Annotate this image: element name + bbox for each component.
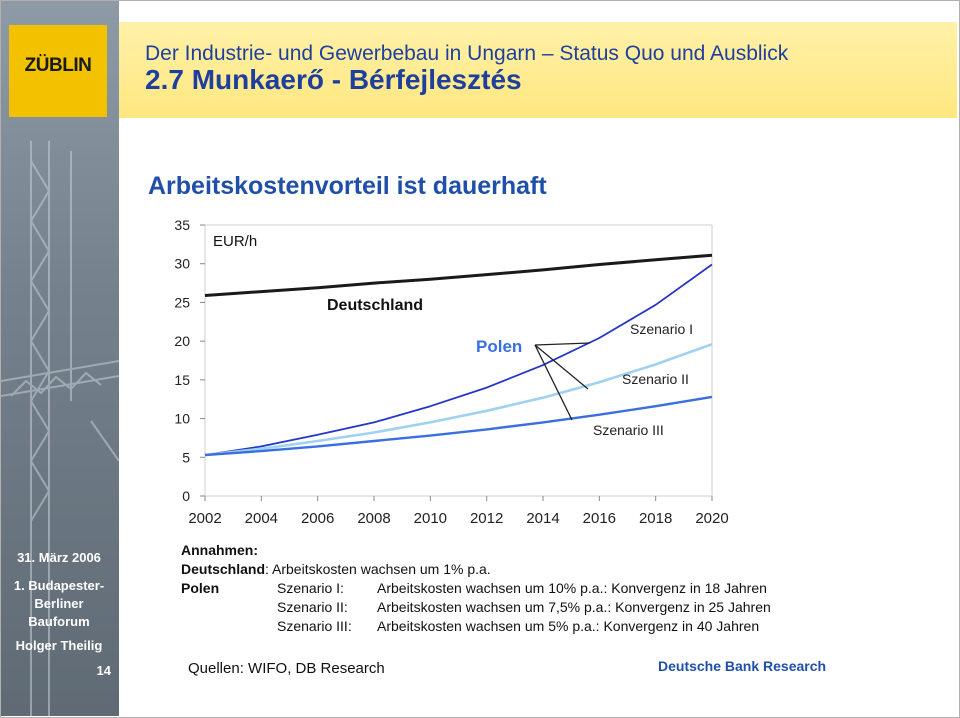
notes-heading: Annahmen: xyxy=(181,542,258,558)
notes-de-text: : Arbeitskosten wachsen um 1% p.a. xyxy=(265,561,491,577)
x-tick-label: 2016 xyxy=(583,510,616,527)
y-tick-label: 35 xyxy=(174,217,190,233)
leader-line-szenario-i xyxy=(534,342,591,346)
leader-line-szenario-ii xyxy=(534,344,589,390)
notes-polen-row-1: Polen Szenario I: Arbeitskosten wachsen um… xyxy=(181,579,771,598)
slide-title: 2.7 Munkaerő - Bérfejlesztés xyxy=(145,64,522,95)
event-line-2: Berliner xyxy=(34,596,84,611)
y-tick-label: 30 xyxy=(174,256,190,272)
notes-scenario-label: Szenario I: xyxy=(277,580,344,596)
x-tick-label: 2010 xyxy=(414,510,447,527)
y-tick-label: 20 xyxy=(174,333,190,349)
notes-pl-label: Polen xyxy=(181,580,220,596)
crane-background-image xyxy=(1,141,119,716)
line-chart: 0 5 10 15 20 25 30 35 2002 2004 2006 2008 2010 2012 20… xyxy=(174,217,728,527)
annotation-szenario-i: Szenario I xyxy=(630,321,693,337)
x-tick-label: 2006 xyxy=(301,510,334,527)
chart-title: Arbeitskostenvorteil ist dauerhaft xyxy=(148,172,547,200)
source-note: Quellen: WIFO, DB Research xyxy=(188,660,385,677)
series-szenario-iii-line xyxy=(204,395,713,457)
annotation-szenario-ii: Szenario II xyxy=(622,371,689,387)
notes-scenario-text: Arbeitskosten wachsen um 7,5% p.a.: Konv… xyxy=(377,599,771,615)
y-tick-label: 10 xyxy=(174,411,190,427)
y-tick-label: 0 xyxy=(182,488,190,504)
deutsche-bank-research-logo: Deutsche Bank Research xyxy=(658,658,827,674)
annotation-deutschland: Deutschland xyxy=(327,297,423,314)
series-szenario-i-line xyxy=(204,263,713,456)
notes-deutschland-row: Deutschland: Arbeitskosten wachsen um 1%… xyxy=(181,560,771,579)
notes-de-label: Deutschland xyxy=(181,561,266,577)
y-axis-unit-label: EUR/h xyxy=(213,233,257,250)
annotation-polen: Polen xyxy=(476,337,522,356)
header-band xyxy=(119,22,957,118)
page-number: 14 xyxy=(96,663,111,678)
presenter-name: Holger Theilig xyxy=(15,638,103,653)
notes-scenario-label: Szenario II: xyxy=(277,599,348,615)
x-tick-label: 2004 xyxy=(245,510,278,527)
notes-polen-row-3: Szenario III: Arbeitskosten wachsen um 5%… xyxy=(181,617,771,636)
y-tick-label: 5 xyxy=(182,449,190,465)
event-line-1: 1. Budapester- xyxy=(13,578,105,593)
y-tick-label: 15 xyxy=(174,372,190,388)
annotation-szenario-iii: Szenario III xyxy=(593,422,664,438)
series-szenario-ii-line xyxy=(204,342,713,457)
notes-scenario-text: Arbeitskosten wachsen um 5% p.a.: Konver… xyxy=(377,618,760,634)
notes-polen-row-2: Szenario II: Arbeitskosten wachsen um 7,5… xyxy=(181,598,771,617)
sidebar: ZÜBLIN 31. März 2006 1. Budapester- Berl… xyxy=(1,1,119,716)
assumptions-notes: Annahmen: Deutschland: Arbeitskosten wac… xyxy=(181,541,771,636)
date-label: 31. März 2006 xyxy=(17,550,101,565)
series-deutschland-line xyxy=(204,253,713,297)
leader-line-szenario-iii xyxy=(534,344,573,421)
x-tick-label: 2020 xyxy=(695,510,728,527)
x-tick-label: 2012 xyxy=(470,510,503,527)
notes-scenario-label: Szenario III: xyxy=(277,618,352,634)
x-tick-label: 2014 xyxy=(526,510,559,527)
x-tick-label: 2008 xyxy=(357,510,390,527)
x-tick-label: 2018 xyxy=(639,510,672,527)
presentation-title: Der Industrie- und Gewerbebau in Ungarn … xyxy=(145,42,789,65)
y-tick-label: 25 xyxy=(174,294,190,310)
logo: ZÜBLIN xyxy=(24,55,92,76)
logo-badge: ZÜBLIN xyxy=(9,25,107,117)
x-tick-label: 2002 xyxy=(188,510,221,527)
notes-scenario-text: Arbeitskosten wachsen um 10% p.a.: Konve… xyxy=(377,580,767,596)
event-line-3: Bauforum xyxy=(28,614,90,629)
